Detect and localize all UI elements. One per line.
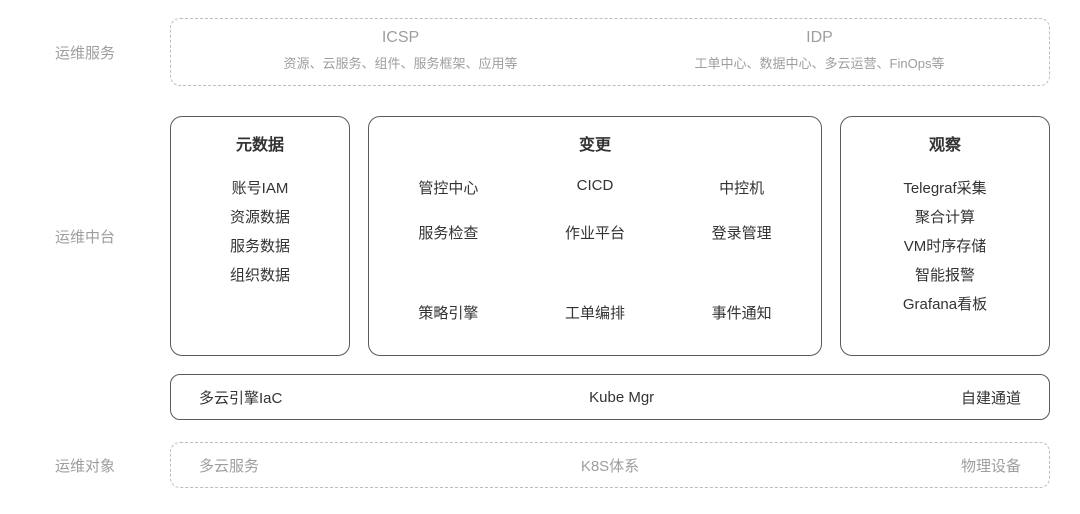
item: CICD [526,177,665,214]
service-title: IDP [806,29,833,47]
row-ops-objects: 运维对象 多云服务 K8S体系 物理设备 [0,442,1080,488]
object-item: 多云服务 [199,455,259,476]
item: 策略引擎 [379,302,518,339]
item: 事件通知 [672,302,811,339]
engine-item: 自建通道 [961,387,1021,408]
item: Grafana看板 [903,293,987,314]
service-title: ICSP [382,29,419,47]
service-icsp: ICSP 资源、云服务、组件、服务框架、应用等 [191,29,610,73]
item: 服务检查 [379,222,518,259]
engine-item: 多云引擎IaC [199,387,282,408]
objects-box: 多云服务 K8S体系 物理设备 [170,442,1050,488]
row-label-objects: 运维对象 [0,442,170,488]
row-ops-platform: 运维中台 元数据 账号IAM 资源数据 服务数据 组织数据 变更 管控中心 [0,116,1080,356]
row-label-platform: 运维中台 [0,116,170,356]
row-label-empty [0,374,170,420]
item: 资源数据 [230,206,290,227]
box-metadata: 元数据 账号IAM 资源数据 服务数据 组织数据 [170,116,350,356]
box-items: 账号IAM 资源数据 服务数据 组织数据 [181,177,339,285]
box-title: 变更 [379,131,811,155]
service-idp: IDP 工单中心、数据中心、多云运营、FinOps等 [610,29,1029,73]
engine-bar: 多云引擎IaC Kube Mgr 自建通道 [170,374,1050,420]
box-change: 变更 管控中心 CICD 中控机 服务检查 作业平台 登录管理 策略引擎 工单编… [368,116,822,356]
box-observe: 观察 Telegraf采集 聚合计算 VM时序存储 智能报警 Grafana看板 [840,116,1050,356]
row-label-services: 运维服务 [0,18,170,86]
item: 智能报警 [915,264,975,285]
item: 账号IAM [232,177,289,198]
service-subtitle: 工单中心、数据中心、多云运营、FinOps等 [695,53,945,72]
engine-item: Kube Mgr [589,389,654,406]
architecture-diagram: 运维服务 ICSP 资源、云服务、组件、服务框架、应用等 IDP 工单中心、数据… [0,0,1080,488]
item: 工单编排 [526,302,665,339]
item: 作业平台 [526,222,665,259]
item: 登录管理 [672,222,811,259]
item: VM时序存储 [904,235,987,256]
services-box: ICSP 资源、云服务、组件、服务框架、应用等 IDP 工单中心、数据中心、多云… [170,18,1050,86]
item: 聚合计算 [915,206,975,227]
object-item: K8S体系 [581,455,639,476]
object-item: 物理设备 [961,455,1021,476]
box-items: Telegraf采集 聚合计算 VM时序存储 智能报警 Grafana看板 [851,177,1039,314]
row-ops-services: 运维服务 ICSP 资源、云服务、组件、服务框架、应用等 IDP 工单中心、数据… [0,18,1080,86]
service-subtitle: 资源、云服务、组件、服务框架、应用等 [283,53,517,72]
item: 服务数据 [230,235,290,256]
box-title: 元数据 [181,131,339,155]
item: 中控机 [672,177,811,214]
item: 管控中心 [379,177,518,214]
box-title: 观察 [851,131,1039,155]
row-engine: 多云引擎IaC Kube Mgr 自建通道 [0,374,1080,420]
item: Telegraf采集 [903,177,986,198]
box-grid: 管控中心 CICD 中控机 服务检查 作业平台 登录管理 策略引擎 工单编排 事… [379,177,811,339]
item: 组织数据 [230,264,290,285]
